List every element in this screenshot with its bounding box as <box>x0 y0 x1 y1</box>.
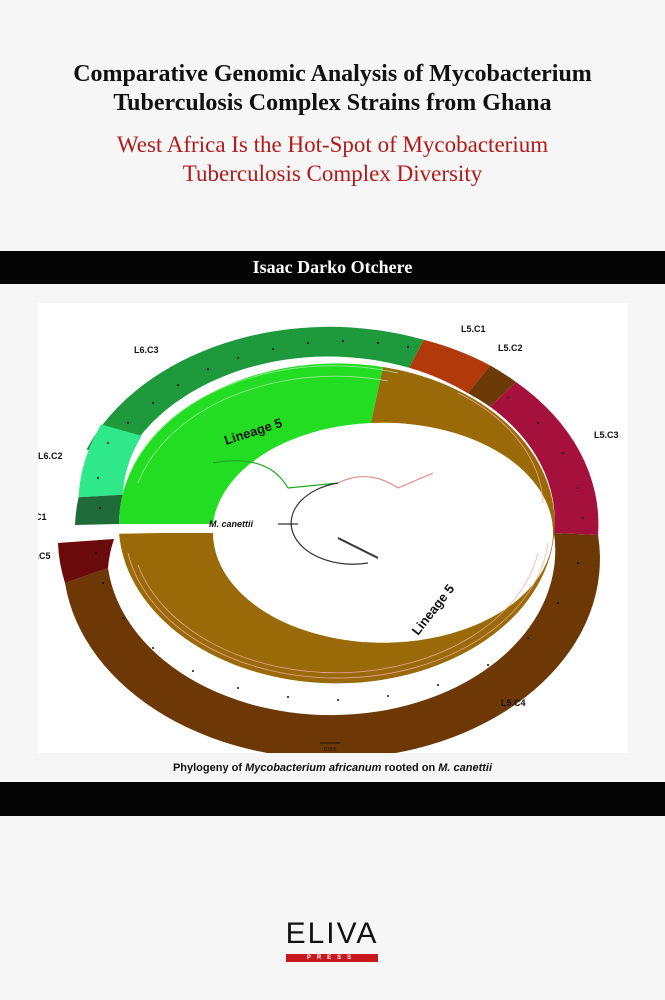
sector-l6c1 <box>75 494 123 525</box>
sector-inner-green <box>118 363 384 524</box>
book-subtitle: West Africa Is the Hot-Spot of Mycobacte… <box>0 130 665 188</box>
sector-l5c5 <box>58 539 114 583</box>
publisher-logo: ELIVA PRESS <box>284 918 384 966</box>
sector-l5c1 <box>409 339 491 394</box>
caption-root: M. canettii <box>438 762 493 774</box>
author-bar: Isaac Darko Otchere <box>0 251 665 284</box>
clade-label-l5c2: L5.C2 <box>498 343 523 353</box>
clade-label-l6c1: L6.C1 <box>38 512 47 522</box>
inner-tree-branches <box>212 460 434 565</box>
outer-branch-lines <box>127 392 549 679</box>
lineage-label-lower: Lineage 5 <box>409 581 458 637</box>
book-subtitle-line-2: Tuberculosis Complex Diversity <box>182 161 483 186</box>
phylogeny-tree: L6.C3 L6.C2 L6.C1 L5.C5 L5.C1 L5.C2 L5.C… <box>38 324 619 753</box>
scale-bar-label: 0.005 <box>324 747 337 753</box>
publisher-tagline: PRESS <box>286 954 378 962</box>
book-title-line-1: Comparative Genomic Analysis of Mycobact… <box>73 61 592 87</box>
clade-label-l5c1: L5.C1 <box>461 324 486 334</box>
clade-label-l5c3: L5.C3 <box>594 430 619 440</box>
outer-branch-lines-green <box>129 365 399 484</box>
lineage-gap <box>58 527 213 535</box>
caption-prefix: Phylogeny of <box>172 762 246 774</box>
sector-inner-brown <box>119 367 555 684</box>
publisher-name: ELIVA <box>285 917 379 950</box>
sector-l6c2 <box>78 424 142 498</box>
sector-l5c2 <box>467 365 516 407</box>
tip-dots <box>95 340 584 701</box>
bottom-bar <box>0 782 665 816</box>
clade-label-l5c4: L5.C4 <box>501 698 526 708</box>
figure-caption: Phylogeny of Mycobacterium africanum roo… <box>0 762 665 774</box>
caption-species: Mycobacterium africanum <box>245 762 382 774</box>
caption-middle: rooted on <box>381 762 439 774</box>
root-label: M. canettii <box>209 519 254 529</box>
clade-label-l6c3: L6.C3 <box>134 345 159 355</box>
phylogeny-figure: L6.C3 L6.C2 L6.C1 L5.C5 L5.C1 L5.C2 L5.C… <box>38 303 627 753</box>
book-title-line-2: Tuberculosis Complex Strains from Ghana <box>113 90 552 116</box>
title-block: Comparative Genomic Analysis of Mycobact… <box>0 60 665 188</box>
sector-l5c3 <box>489 382 599 535</box>
sector-l5c4 <box>65 533 600 753</box>
book-subtitle-line-1: West Africa Is the Hot-Spot of Mycobacte… <box>116 132 549 157</box>
clade-label-l5c5: L5.C5 <box>38 551 51 561</box>
book-title: Comparative Genomic Analysis of Mycobact… <box>0 60 665 118</box>
clade-label-l6c2: L6.C2 <box>38 451 63 461</box>
